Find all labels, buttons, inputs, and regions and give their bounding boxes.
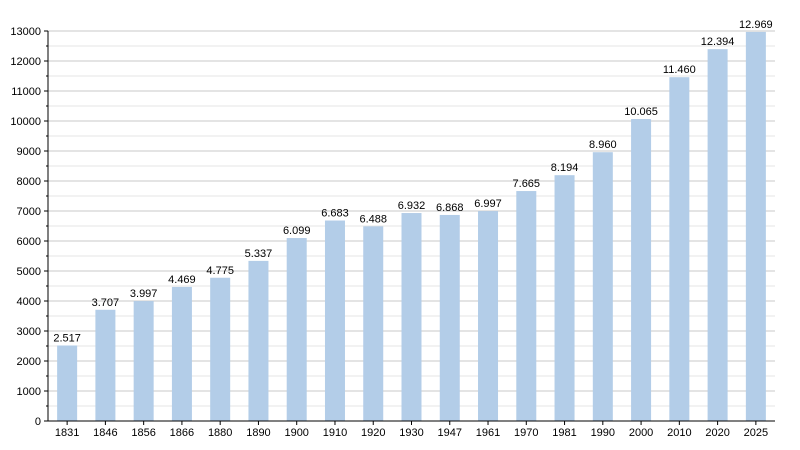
bar-1961 <box>478 211 499 421</box>
x-axis: 1831 1846 1856 1866 1880 1890 1900 1910 1920 1930… <box>48 420 775 439</box>
data-label: 4.775 <box>206 265 234 277</box>
data-label: 4.469 <box>168 274 196 286</box>
data-label: 6.932 <box>398 200 426 212</box>
bar-2020 <box>707 49 728 422</box>
data-label: 5.337 <box>245 248 273 260</box>
data-label: 6.488 <box>359 213 387 225</box>
bar-1981 <box>554 175 575 421</box>
x-tick-label: 1880 <box>208 427 232 439</box>
x-tick-label: 1900 <box>284 427 308 439</box>
bar-1900 <box>286 238 307 421</box>
x-tick-label: 1866 <box>170 427 194 439</box>
y-axis: 0 1000 2000 3000 4000 5000 6000 7000 8000 9000 100… <box>10 26 49 428</box>
x-tick-label: 1846 <box>93 427 117 439</box>
y-tick-label: 10000 <box>10 116 41 128</box>
data-label: 7.665 <box>513 178 541 190</box>
bar-1947 <box>439 214 460 421</box>
data-label: 3.997 <box>130 288 158 300</box>
x-tick-label: 1890 <box>246 427 270 439</box>
x-tick-label: 1970 <box>514 427 538 439</box>
bar-1970 <box>516 191 537 421</box>
x-tick-label: 2000 <box>629 427 653 439</box>
y-tick-label: 3000 <box>17 326 41 338</box>
y-tick-label: 2000 <box>17 356 41 368</box>
y-tick-label: 4000 <box>17 296 41 308</box>
x-tick-label: 1856 <box>131 427 155 439</box>
x-tick-label: 1920 <box>361 427 385 439</box>
bar-1990 <box>592 152 613 421</box>
data-label: 8.194 <box>551 162 579 174</box>
x-tick-label: 2025 <box>744 427 768 439</box>
y-tick-label: 1000 <box>17 386 41 398</box>
y-tick-label: 12000 <box>10 56 41 68</box>
data-label: 10.065 <box>624 106 658 118</box>
y-tick-label: 11000 <box>11 86 41 98</box>
data-label: 11.460 <box>663 64 696 76</box>
bar-1880 <box>210 277 231 421</box>
bar-2000 <box>631 119 652 422</box>
data-labels: 2.517 3.707 3.997 4.469 4.775 5.337 6.099 6.683… <box>53 19 772 345</box>
y-tick-label: 9000 <box>17 146 41 158</box>
bar-1866 <box>171 286 192 421</box>
y-tick-label: 7000 <box>17 206 41 218</box>
data-label: 6.868 <box>436 202 464 214</box>
x-tick-label: 1990 <box>591 427 615 439</box>
x-tick-label: 2020 <box>705 427 729 439</box>
data-label: 2.517 <box>53 332 81 344</box>
x-tick-label: 1831 <box>55 427 79 439</box>
x-tick-label: 1961 <box>476 427 500 439</box>
bar-1920 <box>363 226 384 421</box>
y-tick-label: 0 <box>35 416 41 428</box>
bar-2025 <box>745 31 766 422</box>
bar-1890 <box>248 260 269 421</box>
x-tick-label: 2010 <box>667 427 691 439</box>
bar-1856 <box>133 301 154 421</box>
data-label: 6.099 <box>283 225 311 237</box>
y-tick-label: 8000 <box>17 176 41 188</box>
data-label: 6.683 <box>321 208 349 220</box>
y-tick-label: 5000 <box>17 266 41 278</box>
x-tick-label: 1910 <box>323 427 347 439</box>
data-label: 12.394 <box>701 36 735 48</box>
data-label: 6.997 <box>474 198 502 210</box>
data-label: 3.707 <box>92 297 120 309</box>
data-label: 8.960 <box>589 139 617 151</box>
y-tick-label: 6000 <box>17 236 41 248</box>
x-tick-label: 1930 <box>399 427 423 439</box>
bar-1831 <box>57 345 78 421</box>
y-tick-label: 13000 <box>10 26 41 38</box>
bars <box>57 31 766 422</box>
data-label: 12.969 <box>739 19 773 31</box>
bar-1910 <box>324 220 345 421</box>
x-tick-label: 1947 <box>438 427 462 439</box>
bar-1846 <box>95 309 116 421</box>
x-tick-label: 1981 <box>552 427 576 439</box>
bar-2010 <box>669 77 690 421</box>
bar-1930 <box>401 213 422 421</box>
